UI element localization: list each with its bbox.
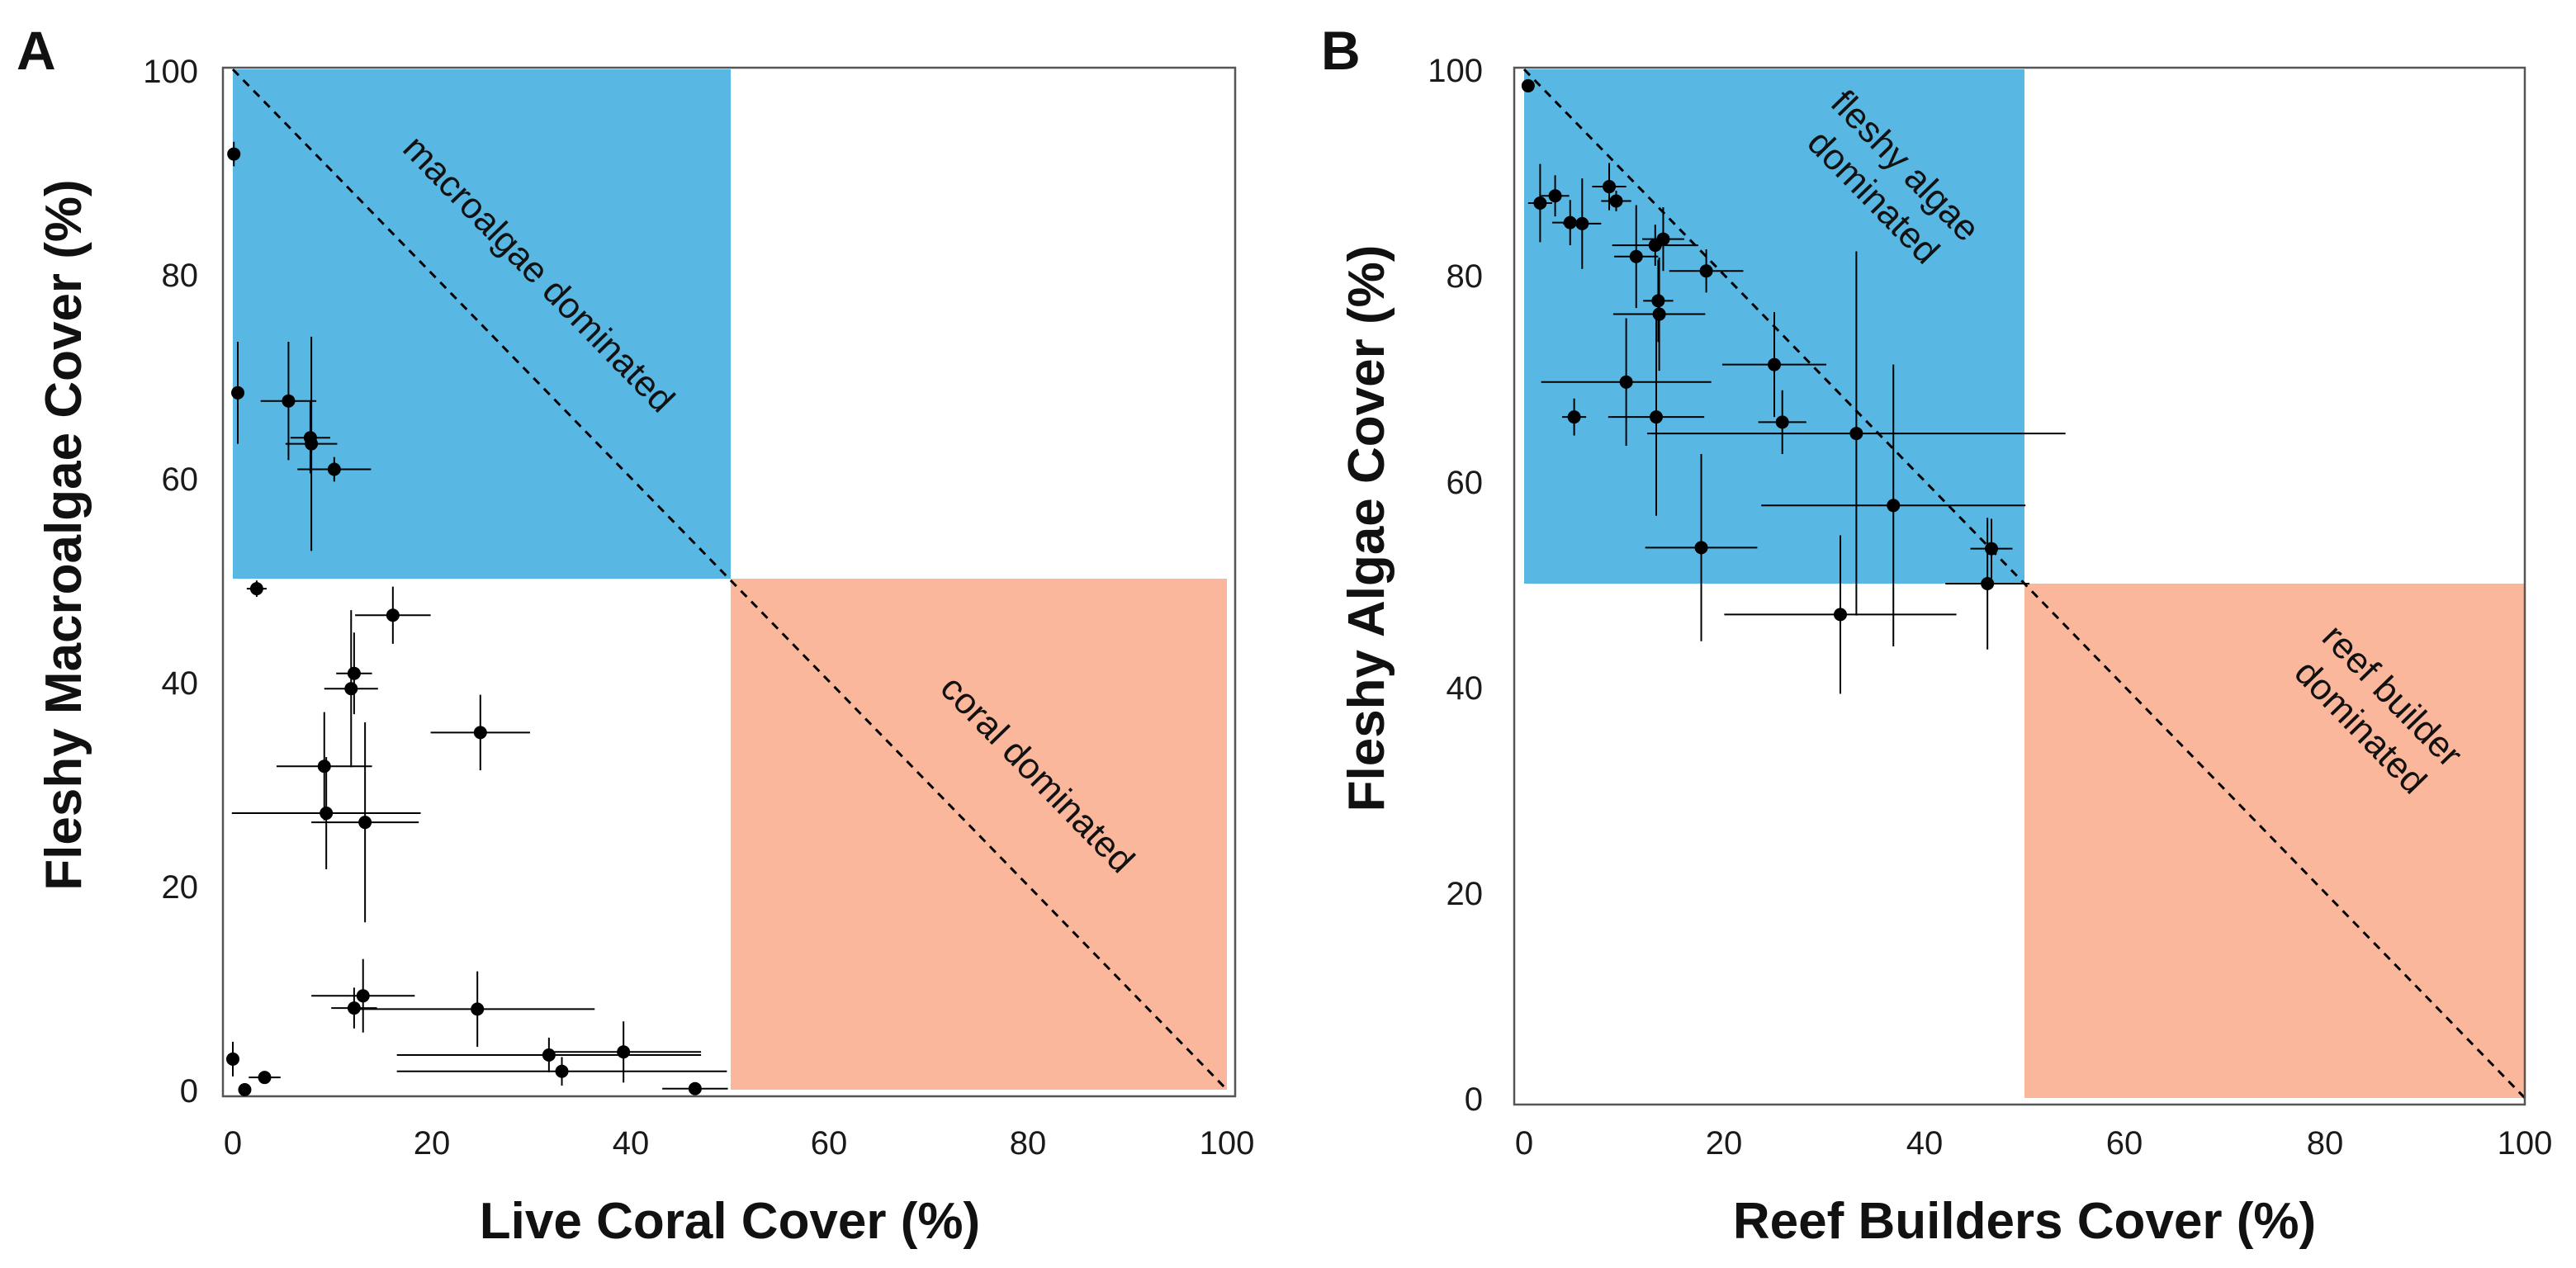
- panel-label: B: [1321, 20, 1361, 81]
- y-tick-labels: 0 20 40 60 80 100: [143, 54, 198, 1110]
- data-point: [1533, 196, 1547, 210]
- data-point: [1656, 232, 1670, 246]
- plot-frame: [221, 66, 1237, 1098]
- data-point: [1649, 410, 1663, 424]
- y-tick-label: 40: [1447, 670, 1484, 707]
- x-axis-title: Live Coral Cover (%): [480, 1193, 980, 1250]
- algae-dominated-region: [233, 69, 731, 579]
- data-point: [258, 1071, 272, 1085]
- x-tick-labels: 0 20 40 60 80 100: [1515, 1125, 2553, 1162]
- panel-b: 0 20 40 60 80 100 0 20 40 60 80 100 B Re…: [1321, 20, 2552, 1250]
- data-point: [542, 1048, 556, 1062]
- data-point: [1563, 215, 1577, 229]
- data-point: [471, 1002, 485, 1016]
- x-tick-label: 60: [811, 1125, 848, 1162]
- x-axis-title: Reef Builders Cover (%): [1733, 1193, 2316, 1250]
- data-point: [344, 682, 358, 696]
- y-tick-label: 60: [162, 461, 199, 498]
- y-axis-title: Fleshy Algae Cover (%): [1338, 245, 1395, 812]
- data-point: [1575, 216, 1589, 230]
- data-point: [320, 807, 334, 821]
- data-point: [1603, 180, 1617, 194]
- data-point: [555, 1064, 569, 1078]
- data-point: [1981, 577, 1995, 590]
- x-tick-label: 80: [2307, 1125, 2344, 1162]
- data-point: [688, 1081, 702, 1095]
- panel-a: 0 20 40 60 80 100 0 20 40 60 80 100 A Li…: [17, 20, 1254, 1250]
- data-point: [1887, 499, 1901, 513]
- y-tick-label: 40: [162, 665, 199, 702]
- y-tick-label: 80: [1447, 258, 1484, 295]
- data-points: [226, 141, 728, 1096]
- data-point: [1629, 249, 1643, 263]
- coral-dominated-region: [731, 579, 1227, 1090]
- data-point: [327, 462, 341, 476]
- data-point: [1833, 608, 1847, 622]
- data-point: [347, 666, 361, 680]
- plot-frame: [1513, 66, 2526, 1106]
- data-points: [1521, 78, 2066, 694]
- data-point: [1521, 78, 1535, 92]
- x-tick-label: 100: [2498, 1125, 2553, 1162]
- x-tick-label: 20: [414, 1125, 451, 1162]
- data-point: [356, 989, 370, 1003]
- x-tick-label: 60: [2106, 1125, 2143, 1162]
- data-point: [358, 816, 372, 830]
- y-tick-label: 20: [1447, 876, 1484, 912]
- panel-label: A: [17, 20, 56, 81]
- y-tick-label: 100: [143, 54, 198, 90]
- data-point: [249, 582, 263, 596]
- data-point: [1548, 189, 1562, 203]
- y-tick-label: 0: [1465, 1081, 1483, 1118]
- data-point: [1699, 264, 1713, 278]
- data-point: [282, 394, 296, 408]
- x-tick-label: 20: [1706, 1125, 1743, 1162]
- y-tick-label: 0: [180, 1073, 198, 1110]
- data-point: [1651, 294, 1665, 308]
- x-tick-label: 40: [613, 1125, 650, 1162]
- y-tick-label: 20: [162, 869, 199, 906]
- data-point: [1775, 415, 1789, 429]
- data-point: [238, 1083, 252, 1096]
- data-point: [617, 1045, 631, 1059]
- x-tick-label: 40: [1906, 1125, 1944, 1162]
- data-point: [347, 1001, 361, 1015]
- y-tick-labels: 0 20 40 60 80 100: [1428, 53, 1483, 1118]
- y-tick-label: 60: [1447, 465, 1484, 501]
- data-point: [317, 759, 331, 774]
- data-point: [227, 147, 241, 161]
- y-axis-title: Fleshy Macroalgae Cover (%): [36, 179, 92, 890]
- data-point: [1567, 410, 1581, 424]
- data-point: [231, 386, 245, 400]
- data-point: [1694, 541, 1708, 555]
- data-point: [473, 726, 487, 740]
- data-point: [386, 608, 400, 622]
- data-point: [1609, 194, 1623, 208]
- x-tick-label: 100: [1200, 1125, 1255, 1162]
- y-tick-label: 80: [162, 258, 199, 294]
- data-point: [1619, 375, 1633, 389]
- y-tick-label: 100: [1428, 53, 1483, 89]
- data-point: [226, 1052, 239, 1066]
- x-tick-label: 0: [224, 1125, 242, 1162]
- x-tick-label: 80: [1010, 1125, 1047, 1162]
- data-point: [1652, 307, 1666, 321]
- data-point: [305, 437, 319, 451]
- x-tick-label: 0: [1515, 1125, 1533, 1162]
- data-point: [1849, 427, 1863, 441]
- data-point: [1768, 357, 1781, 371]
- x-tick-labels: 0 20 40 60 80 100: [224, 1125, 1255, 1162]
